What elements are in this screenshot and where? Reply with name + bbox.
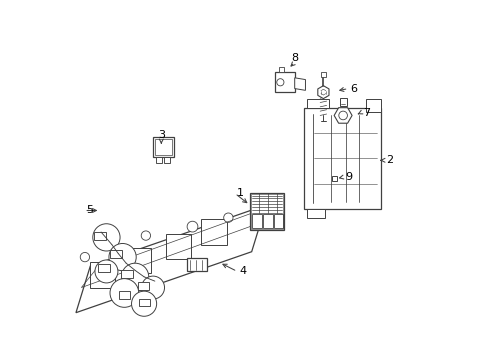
Bar <box>321 72 325 77</box>
Bar <box>273 214 283 228</box>
Bar <box>165 234 190 259</box>
Circle shape <box>80 252 89 262</box>
Text: 1: 1 <box>236 188 243 198</box>
Text: 5: 5 <box>86 206 93 216</box>
Bar <box>187 258 206 271</box>
Bar <box>126 248 151 273</box>
Text: 8: 8 <box>290 53 298 63</box>
Polygon shape <box>333 108 351 123</box>
Circle shape <box>109 243 136 271</box>
Circle shape <box>187 221 198 232</box>
Text: 9: 9 <box>344 172 351 182</box>
Bar <box>366 99 380 112</box>
Bar <box>306 99 328 108</box>
Bar <box>163 157 170 163</box>
Text: 7: 7 <box>362 108 369 118</box>
Bar <box>252 214 262 228</box>
Circle shape <box>95 260 118 283</box>
Bar <box>274 72 294 92</box>
Bar <box>110 250 122 258</box>
Circle shape <box>121 263 148 291</box>
Text: 6: 6 <box>350 84 357 94</box>
Text: 2: 2 <box>386 155 392 165</box>
Bar <box>98 264 110 272</box>
Polygon shape <box>317 86 328 99</box>
Circle shape <box>110 279 139 307</box>
Bar <box>90 262 115 288</box>
Bar <box>263 214 272 228</box>
Bar <box>121 270 133 278</box>
Bar <box>153 137 174 157</box>
Bar <box>119 291 130 299</box>
Polygon shape <box>76 205 265 313</box>
Bar <box>201 220 226 244</box>
Bar <box>306 209 325 218</box>
Bar <box>278 67 284 72</box>
Bar <box>249 193 284 230</box>
Text: 3: 3 <box>158 130 164 140</box>
Bar <box>339 98 346 107</box>
Circle shape <box>338 111 346 120</box>
Bar <box>137 282 149 290</box>
Bar <box>155 139 171 154</box>
Polygon shape <box>294 78 305 90</box>
Bar <box>94 232 105 240</box>
Circle shape <box>223 213 233 222</box>
Text: 4: 4 <box>239 266 246 276</box>
Bar <box>139 299 150 306</box>
Circle shape <box>276 79 284 86</box>
Circle shape <box>142 276 164 299</box>
Circle shape <box>131 291 156 316</box>
Bar <box>303 108 380 209</box>
Circle shape <box>93 224 120 251</box>
Bar <box>250 194 282 229</box>
Circle shape <box>141 231 150 240</box>
Bar <box>331 176 337 181</box>
Bar <box>156 157 162 163</box>
